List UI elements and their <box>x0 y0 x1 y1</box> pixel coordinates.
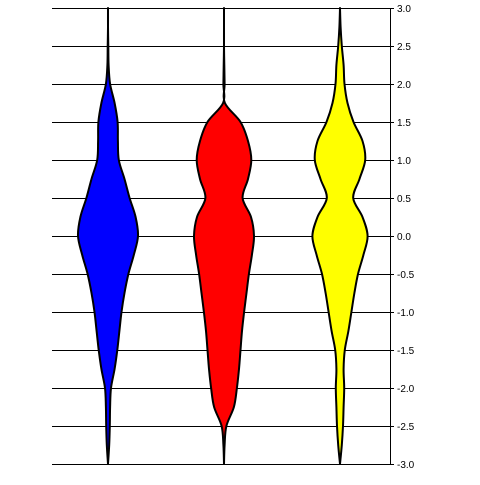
y-tick-label: 1.0 <box>397 156 411 167</box>
y-tick-label: 2.5 <box>397 42 411 53</box>
y-tick-label: 1.5 <box>397 118 411 129</box>
y-tick-label: -0.5 <box>397 270 415 281</box>
y-tick-label: -2.0 <box>397 384 415 395</box>
y-tick-label: 0.5 <box>397 194 411 205</box>
y-tick-label: -2.5 <box>397 422 415 433</box>
violin-2 <box>192 7 256 465</box>
violin-series <box>76 7 369 465</box>
y-tick-label: 2.0 <box>397 80 411 91</box>
y-axis: 3.0 2.5 2.0 1.5 1.0 0.5 0.0 -0.5 -1.0 -1.5 -2.0 -2.… <box>390 4 415 471</box>
violin-1 <box>76 7 140 465</box>
y-tick-label: -1.5 <box>397 346 415 357</box>
y-tick-label: -1.0 <box>397 308 415 319</box>
y-tick-label: 0.0 <box>397 232 411 243</box>
violin-3 <box>311 7 369 465</box>
y-tick-label: -3.0 <box>397 460 415 471</box>
y-tick-label: 3.0 <box>397 4 411 15</box>
